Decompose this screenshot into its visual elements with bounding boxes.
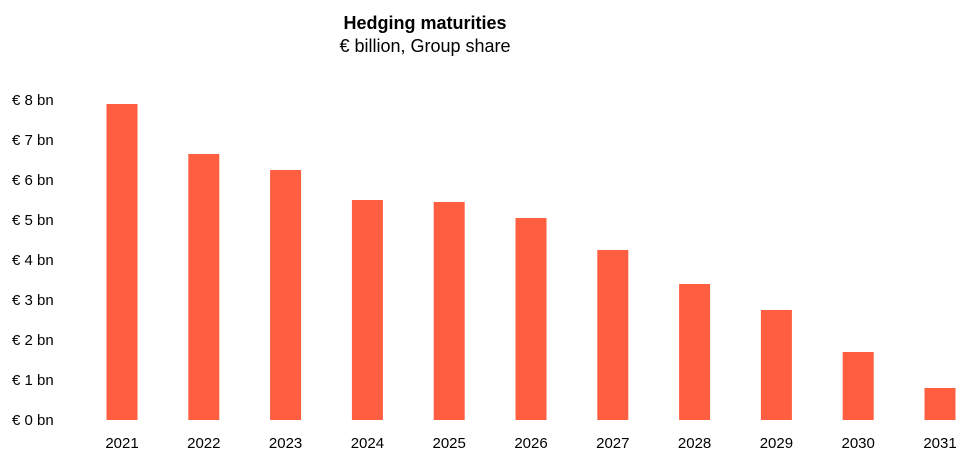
x-tick-label: 2031 — [923, 435, 956, 450]
x-tick-label: 2023 — [269, 435, 302, 450]
title-block: Hedging maturities € billion, Group shar… — [0, 12, 850, 58]
y-tick-label: € 6 bn — [12, 172, 54, 189]
x-tick-label: 2022 — [187, 435, 220, 450]
bar-2027 — [597, 250, 629, 420]
x-tick-label: 2029 — [760, 435, 793, 450]
bar-2031 — [924, 388, 956, 420]
y-tick-label: € 7 bn — [12, 132, 54, 149]
bars — [106, 104, 956, 420]
x-tick-label: 2028 — [678, 435, 711, 450]
x-tick-label: 2030 — [842, 435, 875, 450]
x-axis: 2021 2022 2023 2024 2025 2026 2027 2028 2029 2030… — [105, 435, 956, 450]
bar-2023 — [270, 170, 302, 420]
y-tick-label: € 2 bn — [12, 332, 54, 349]
bar-2021 — [106, 104, 138, 420]
y-tick-label: € 5 bn — [12, 212, 54, 229]
bar-2024 — [351, 200, 383, 420]
y-tick-label: € 0 bn — [12, 412, 54, 429]
bar-2026 — [515, 218, 547, 420]
y-tick-label: € 4 bn — [12, 252, 54, 269]
x-tick-label: 2021 — [105, 435, 138, 450]
x-tick-label: 2026 — [514, 435, 547, 450]
bar-2025 — [433, 202, 465, 420]
bar-2022 — [188, 154, 220, 420]
y-tick-label: € 8 bn — [12, 92, 54, 109]
x-tick-label: 2027 — [596, 435, 629, 450]
bar-2028 — [679, 284, 711, 420]
chart-subtitle: € billion, Group share — [339, 36, 511, 56]
x-tick-label: 2025 — [433, 435, 466, 450]
y-tick-label: € 3 bn — [12, 292, 54, 309]
x-tick-label: 2024 — [351, 435, 384, 450]
chart-title: Hedging maturities — [343, 13, 507, 33]
y-axis: € 0 bn € 1 bn € 2 bn € 3 bn € 4 bn € 5 bn € 6 … — [12, 92, 54, 429]
bar-2029 — [760, 310, 792, 420]
y-tick-label: € 1 bn — [12, 372, 54, 389]
bar-2030 — [842, 352, 874, 420]
